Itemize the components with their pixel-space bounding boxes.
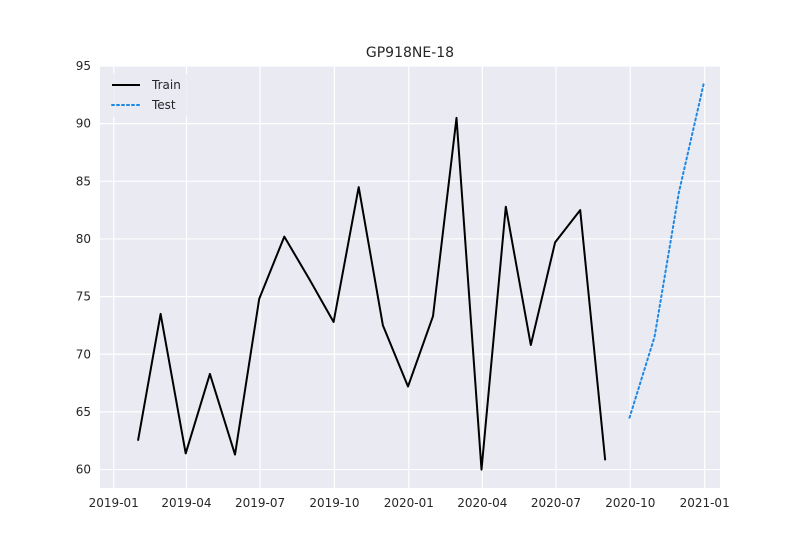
- series-line-train: [137, 116, 607, 471]
- x-tick-label: 2019-07: [235, 496, 285, 510]
- x-tick-label: 2019-01: [89, 496, 139, 510]
- chart-title: GP918NE-18: [366, 45, 454, 61]
- y-tick-label: 80: [76, 232, 91, 246]
- y-tick-label: 60: [76, 463, 91, 477]
- y-tick-label: 75: [76, 290, 91, 304]
- y-tick-label: 70: [76, 347, 91, 361]
- legend-label-test: Test: [151, 98, 176, 112]
- y-tick-label: 65: [76, 405, 91, 419]
- x-tick-label: 2019-04: [161, 496, 211, 510]
- x-tick-label: 2020-07: [531, 496, 581, 510]
- tick-labels: 2019-01 2019-04 2019-07 2019-10 2020-01 2020-…: [76, 59, 730, 510]
- x-tick-label: 2020-04: [457, 496, 507, 510]
- series-lines: [137, 82, 705, 471]
- legend-label-train: Train: [151, 78, 181, 92]
- x-tick-label: 2019-10: [309, 496, 359, 510]
- legend: Train Test: [106, 73, 188, 117]
- gridlines: [100, 65, 720, 488]
- x-tick-label: 2021-01: [680, 496, 730, 510]
- x-tick-label: 2020-01: [384, 496, 434, 510]
- series-line-test: [628, 82, 705, 419]
- y-tick-label: 85: [76, 174, 91, 188]
- y-tick-label: 90: [76, 117, 91, 131]
- plot-background: [100, 66, 720, 488]
- y-tick-label: 95: [76, 59, 91, 73]
- x-tick-label: 2020-10: [605, 496, 655, 510]
